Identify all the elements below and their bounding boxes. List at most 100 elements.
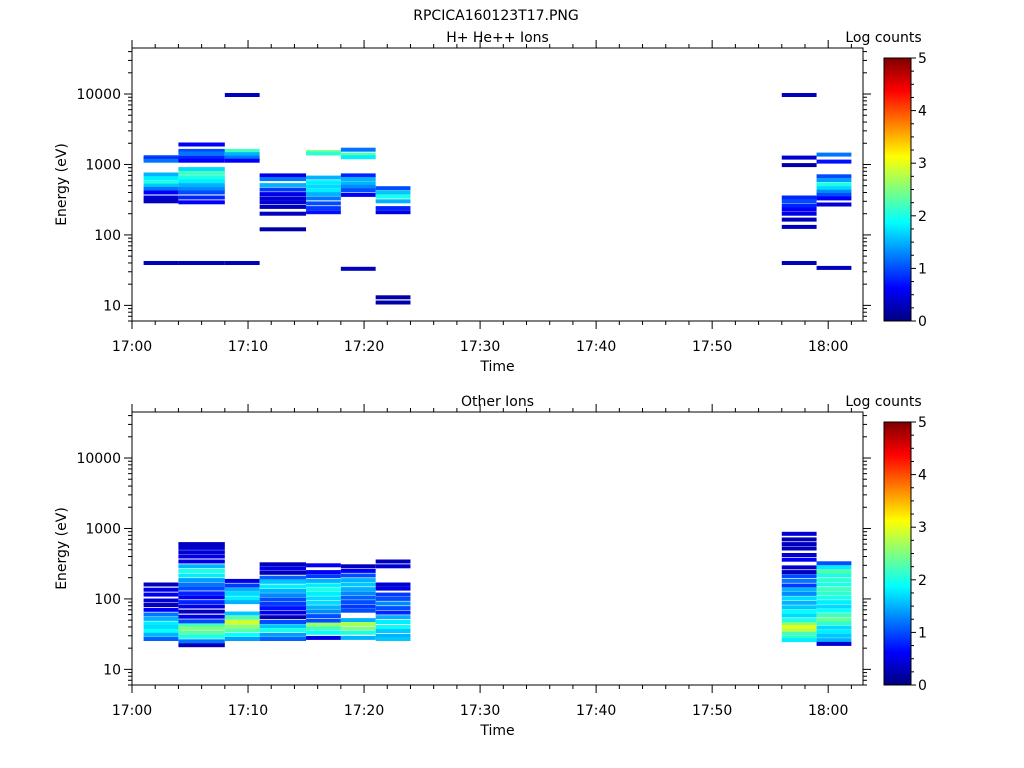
spectrogram-cell bbox=[143, 587, 179, 592]
spectrogram-cell bbox=[375, 620, 411, 624]
spectrogram-cell bbox=[259, 227, 307, 232]
spectrogram-cell bbox=[178, 183, 225, 188]
spectrogram-cell bbox=[306, 583, 341, 588]
spectrogram-cell bbox=[781, 618, 817, 623]
spectrogram-cell bbox=[816, 174, 852, 179]
spectrogram-cell bbox=[781, 638, 817, 643]
spectrogram-cell bbox=[816, 604, 852, 609]
spectrogram-cell bbox=[143, 199, 179, 204]
spectrogram-cell bbox=[306, 184, 341, 189]
spectrogram-cell bbox=[375, 190, 411, 195]
spectrogram-cell bbox=[178, 167, 225, 172]
spectrogram-cell bbox=[375, 210, 411, 215]
spectrogram-cell bbox=[259, 192, 307, 197]
spectrogram-cell bbox=[306, 180, 341, 185]
spectrogram-cell bbox=[143, 176, 179, 181]
x-tick-label: 18:00 bbox=[808, 339, 848, 355]
x-tick-label: 17:20 bbox=[344, 703, 384, 719]
spectrogram-cell bbox=[306, 587, 341, 592]
spectrogram-cell bbox=[340, 626, 376, 631]
spectrogram-cell bbox=[259, 637, 307, 641]
spectrogram-cell bbox=[306, 618, 341, 623]
spectrogram-cell bbox=[143, 607, 179, 612]
spectrogram-cell bbox=[143, 183, 179, 188]
panel-title: Other Ions bbox=[461, 394, 534, 410]
spectrogram-cell bbox=[781, 565, 817, 570]
spectrogram-cell bbox=[178, 179, 225, 184]
spectrogram-cell bbox=[306, 614, 341, 619]
spectrogram-cell bbox=[178, 545, 225, 550]
spectrogram-cell bbox=[178, 630, 225, 635]
spectrogram-cell bbox=[781, 163, 817, 168]
spectrogram-cell bbox=[816, 633, 852, 638]
colorbar bbox=[883, 57, 912, 322]
spectrogram-cell bbox=[178, 639, 225, 644]
spectrogram-cell bbox=[178, 200, 225, 205]
spectrogram-cell bbox=[781, 609, 817, 614]
spectrogram-cell bbox=[375, 610, 411, 615]
spectrogram-cell bbox=[375, 637, 411, 641]
spectrogram-cell bbox=[306, 635, 341, 640]
y-tick-label: 10000 bbox=[76, 451, 121, 467]
plot-frame bbox=[131, 411, 864, 686]
spectrogram-cell bbox=[375, 586, 411, 591]
spectrogram-cell bbox=[259, 606, 307, 611]
spectrogram-cell bbox=[306, 563, 341, 568]
colorbar-tick-label: 5 bbox=[918, 51, 927, 67]
spectrogram-cell bbox=[224, 620, 260, 624]
spectrogram-cell bbox=[816, 625, 852, 630]
spectrogram-cell bbox=[306, 574, 341, 579]
spectrogram-cell bbox=[306, 622, 341, 627]
spectrogram-cell bbox=[781, 195, 817, 200]
spectrogram-cell bbox=[143, 598, 179, 603]
spectrogram-cell bbox=[816, 638, 852, 643]
spectrogram-cell bbox=[781, 605, 817, 610]
spectrogram-cell bbox=[816, 182, 852, 187]
spectrogram-cell bbox=[306, 626, 341, 631]
colorbar-tick-label: 1 bbox=[918, 261, 927, 277]
spectrogram-cell bbox=[178, 634, 225, 639]
spectrogram-cell bbox=[340, 587, 376, 592]
spectrogram-cell bbox=[340, 266, 376, 271]
y-tick-label: 100 bbox=[94, 592, 121, 608]
spectrogram-cell bbox=[259, 620, 307, 624]
colorbar-tick-label: 2 bbox=[918, 573, 927, 589]
spectrogram-cell bbox=[143, 612, 179, 617]
spectrogram-cell bbox=[178, 554, 225, 559]
spectrogram-cell bbox=[259, 204, 307, 209]
spectrogram-cell bbox=[143, 625, 179, 629]
spectrogram-cell bbox=[781, 591, 817, 596]
spectrogram-cell bbox=[178, 148, 225, 153]
spectrogram-cell bbox=[259, 597, 307, 602]
spectrogram-cell bbox=[375, 194, 411, 199]
spectrogram-cell bbox=[781, 155, 817, 160]
spectrogram-cell bbox=[224, 611, 260, 616]
spectrogram-cell bbox=[781, 600, 817, 605]
spectrogram-cell bbox=[306, 578, 341, 583]
spectrogram-cell bbox=[259, 562, 307, 567]
spectrogram-cell bbox=[340, 595, 376, 600]
spectrogram-cell bbox=[224, 600, 260, 605]
spectrogram-cell bbox=[178, 186, 225, 191]
spectrogram-cell bbox=[816, 159, 852, 164]
spectrogram-cell bbox=[306, 600, 341, 605]
spectrogram-cell bbox=[781, 203, 817, 208]
spectrogram-cell bbox=[224, 155, 260, 160]
spectrogram-cell bbox=[178, 158, 225, 163]
x-tick-label: 17:30 bbox=[460, 703, 500, 719]
x-tick-label: 17:40 bbox=[576, 339, 616, 355]
y-tick-label: 10 bbox=[103, 662, 121, 678]
spectrogram-cell bbox=[143, 190, 179, 195]
spectrogram-cell bbox=[816, 641, 852, 646]
spectrogram-cell bbox=[224, 587, 260, 592]
spectrogram-cell bbox=[340, 173, 376, 178]
spectrogram-cell bbox=[178, 595, 225, 600]
spectrogram-cell bbox=[375, 601, 411, 606]
spectrogram-cell bbox=[178, 190, 225, 195]
spectrogram-cell bbox=[143, 261, 179, 265]
colorbar-tick-label: 4 bbox=[918, 104, 927, 120]
spectrogram-cell bbox=[375, 300, 411, 305]
spectrogram-cell bbox=[781, 613, 817, 618]
spectrogram-cell bbox=[178, 600, 225, 605]
